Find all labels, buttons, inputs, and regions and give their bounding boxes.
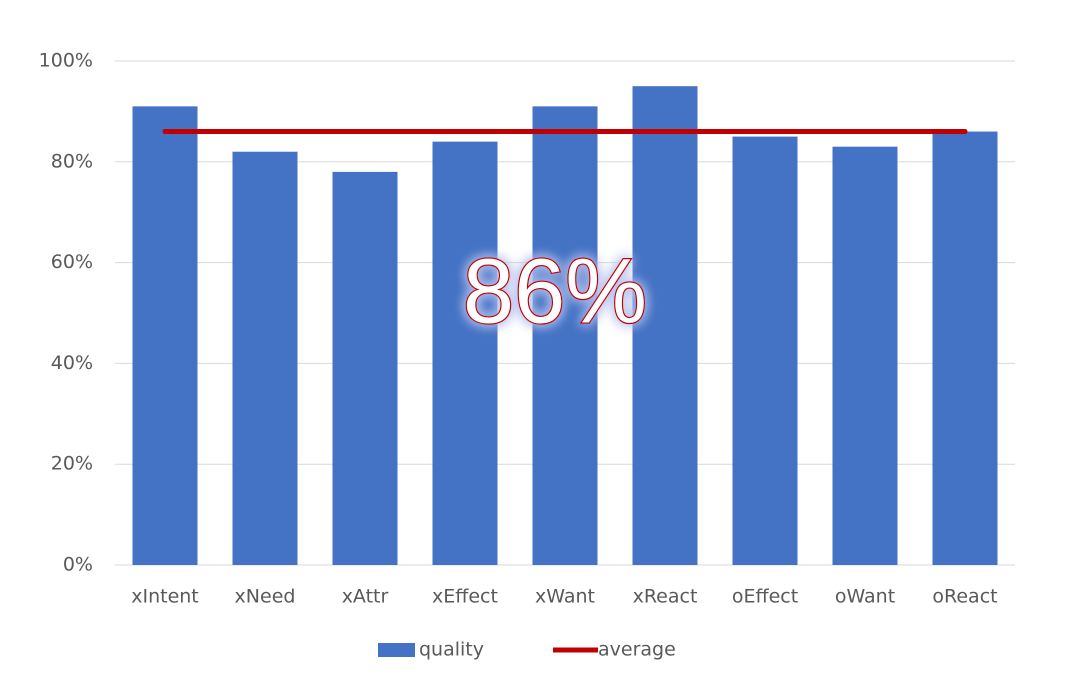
bar bbox=[932, 131, 998, 565]
bar bbox=[632, 86, 698, 565]
bar bbox=[132, 106, 198, 566]
x-tick-label: xNeed bbox=[235, 586, 296, 608]
legend-label: quality bbox=[419, 639, 484, 661]
bar bbox=[732, 136, 798, 565]
x-tick-label: oEffect bbox=[732, 586, 798, 608]
legend-swatch bbox=[378, 643, 415, 657]
bar bbox=[832, 146, 898, 565]
bar bbox=[432, 141, 498, 565]
bar bbox=[532, 106, 598, 566]
legend-label: average bbox=[598, 639, 676, 661]
y-tick-label: 20% bbox=[51, 453, 93, 475]
x-tick-label: oReact bbox=[932, 586, 997, 608]
annotation: 86% bbox=[463, 240, 647, 342]
x-tick-label: xEffect bbox=[432, 586, 498, 608]
x-tick-label: xReact bbox=[633, 586, 698, 608]
x-tick-label: xWant bbox=[535, 586, 595, 608]
y-tick-label: 0% bbox=[63, 554, 93, 576]
x-tick-label: oWant bbox=[835, 586, 895, 608]
x-tick-label: xAttr bbox=[342, 586, 389, 608]
y-tick-label: 80% bbox=[51, 150, 93, 172]
y-tick-label: 40% bbox=[51, 352, 93, 374]
y-tick-label: 60% bbox=[51, 251, 93, 273]
bar bbox=[332, 171, 398, 565]
x-tick-label: xIntent bbox=[131, 586, 199, 608]
bar bbox=[232, 151, 298, 565]
y-tick-label: 100% bbox=[39, 50, 93, 72]
